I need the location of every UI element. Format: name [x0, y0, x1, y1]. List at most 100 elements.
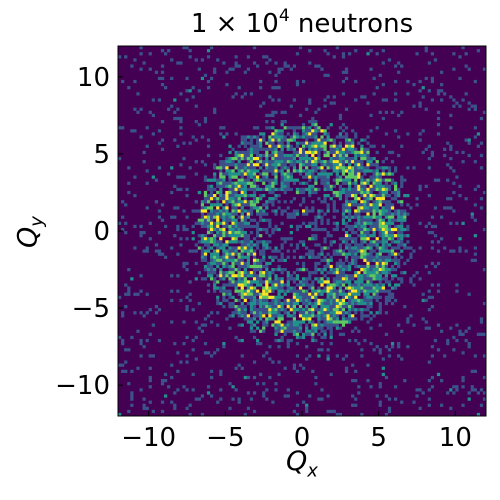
- heatmap-cell: [341, 169, 346, 173]
- heatmap-cell: [185, 305, 189, 309]
- heatmap-cell: [381, 234, 385, 238]
- heatmap-cell: [354, 283, 358, 287]
- heatmap-cell: [363, 206, 367, 210]
- heatmap-cell: [216, 252, 220, 256]
- heatmap-cell: [237, 163, 241, 167]
- heatmap-cell: [320, 298, 324, 303]
- heatmap-cell: [317, 227, 321, 232]
- heatmap-cell: [384, 203, 389, 207]
- heatmap-cell: [381, 212, 385, 216]
- heatmap-cell: [277, 194, 281, 198]
- heatmap-cell: [323, 268, 327, 272]
- heatmap-cell: [268, 184, 272, 188]
- heatmap-cell: [348, 338, 352, 343]
- heatmap-cell: [430, 261, 435, 266]
- heatmap-cell: [369, 268, 373, 272]
- heatmap-cell: [252, 218, 257, 222]
- heatmap-cell: [360, 194, 364, 198]
- heatmap-cell: [280, 157, 284, 161]
- heatmap-cell: [366, 52, 370, 56]
- heatmap-cell: [366, 252, 370, 256]
- heatmap-cell: [298, 150, 303, 155]
- heatmap-cell: [216, 323, 220, 327]
- heatmap-cell: [185, 46, 189, 50]
- heatmap-cell: [262, 55, 266, 59]
- heatmap-cell: [280, 243, 284, 247]
- heatmap-cell: [467, 391, 471, 395]
- heatmap-cell: [320, 317, 324, 321]
- heatmap-cell: [188, 166, 192, 170]
- heatmap-cell: [252, 147, 257, 151]
- heatmap-cell: [317, 243, 321, 247]
- heatmap-cell: [292, 98, 297, 102]
- heatmap-cell: [240, 95, 244, 99]
- heatmap-cell: [133, 292, 137, 296]
- heatmap-cell: [366, 227, 370, 232]
- heatmap-cell: [219, 215, 223, 219]
- heatmap-cell: [406, 317, 410, 321]
- heatmap-cell: [249, 144, 254, 148]
- heatmap-cell: [366, 169, 370, 173]
- heatmap-cell: [305, 329, 309, 333]
- heatmap-cell: [246, 135, 251, 139]
- heatmap-cell: [243, 240, 247, 244]
- heatmap-cell: [305, 403, 309, 407]
- heatmap-cell: [449, 326, 453, 330]
- heatmap-cell: [338, 286, 343, 290]
- heatmap-cell: [237, 144, 241, 148]
- heatmap-cell: [369, 249, 373, 253]
- heatmap-cell: [302, 400, 306, 404]
- heatmap-cell: [366, 163, 370, 167]
- heatmap-cell: [173, 116, 177, 121]
- heatmap-cell: [357, 292, 361, 296]
- heatmap-cell: [326, 135, 330, 139]
- heatmap-cell: [222, 249, 226, 253]
- heatmap-cell: [397, 227, 401, 232]
- heatmap-cell: [194, 357, 198, 361]
- heatmap-cell: [473, 79, 477, 84]
- heatmap-cell: [194, 277, 198, 281]
- heatmap-cell: [302, 144, 306, 148]
- heatmap-cell: [249, 305, 254, 309]
- heatmap-cell: [326, 289, 330, 293]
- heatmap-cell: [351, 261, 355, 266]
- heatmap-cell: [277, 264, 281, 269]
- heatmap-cell: [191, 231, 195, 235]
- heatmap-cell: [473, 160, 477, 164]
- heatmap-cell: [314, 295, 318, 299]
- heatmap-cell: [354, 197, 358, 201]
- heatmap-cell: [397, 342, 401, 346]
- heatmap-cell: [394, 234, 398, 238]
- heatmap-cell: [357, 277, 361, 281]
- heatmap-cell: [268, 261, 272, 266]
- heatmap-cell: [213, 224, 217, 229]
- heatmap-cell: [335, 150, 339, 155]
- heatmap-cell: [271, 400, 275, 404]
- heatmap-cell: [265, 280, 269, 284]
- heatmap-cell: [246, 292, 251, 296]
- heatmap-cell: [200, 234, 205, 238]
- heatmap-cell: [390, 292, 395, 296]
- heatmap-cell: [464, 197, 468, 201]
- heatmap-cell: [249, 135, 254, 139]
- heatmap-cell: [348, 172, 352, 176]
- heatmap-cell: [354, 49, 358, 53]
- heatmap-cell: [256, 135, 260, 139]
- heatmap-cell: [277, 135, 281, 139]
- heatmap-cell: [338, 298, 343, 303]
- heatmap-cell: [256, 212, 260, 216]
- heatmap-cell: [228, 218, 232, 222]
- heatmap-cell: [274, 153, 278, 158]
- heatmap-cell: [311, 286, 315, 290]
- heatmap-cell: [357, 190, 361, 195]
- heatmap-cell: [332, 271, 336, 275]
- heatmap-cell: [360, 277, 364, 281]
- heatmap-cell: [400, 237, 404, 241]
- heatmap-cell: [228, 212, 232, 216]
- heatmap-cell: [265, 212, 269, 216]
- heatmap-cell: [222, 246, 226, 250]
- heatmap-cell: [390, 203, 395, 207]
- heatmap-cell: [240, 264, 244, 269]
- heatmap-cell: [415, 197, 419, 201]
- heatmap-cell: [286, 255, 290, 259]
